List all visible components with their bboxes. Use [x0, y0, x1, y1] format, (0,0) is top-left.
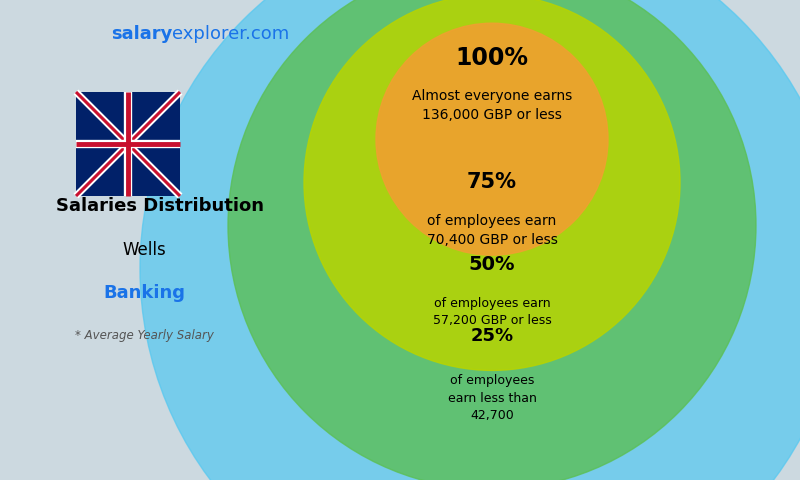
Text: Almost everyone earns
136,000 GBP or less: Almost everyone earns 136,000 GBP or les…: [412, 89, 572, 122]
Text: of employees earn
70,400 GBP or less: of employees earn 70,400 GBP or less: [426, 214, 558, 247]
Text: 100%: 100%: [455, 46, 529, 70]
Text: explorer.com: explorer.com: [172, 24, 290, 43]
Text: salary: salary: [110, 24, 172, 43]
Bar: [76, 92, 180, 196]
Ellipse shape: [304, 0, 680, 371]
Text: * Average Yearly Salary: * Average Yearly Salary: [74, 329, 214, 343]
Ellipse shape: [140, 0, 800, 480]
Text: of employees earn
57,200 GBP or less: of employees earn 57,200 GBP or less: [433, 297, 551, 327]
Text: 75%: 75%: [467, 172, 517, 192]
Text: Banking: Banking: [103, 284, 185, 302]
Ellipse shape: [228, 0, 756, 480]
Text: 25%: 25%: [470, 327, 514, 345]
Text: of employees
earn less than
42,700: of employees earn less than 42,700: [447, 374, 537, 422]
Text: Salaries Distribution: Salaries Distribution: [56, 197, 264, 216]
Text: 50%: 50%: [469, 254, 515, 274]
Text: Wells: Wells: [122, 240, 166, 259]
Ellipse shape: [376, 23, 608, 255]
